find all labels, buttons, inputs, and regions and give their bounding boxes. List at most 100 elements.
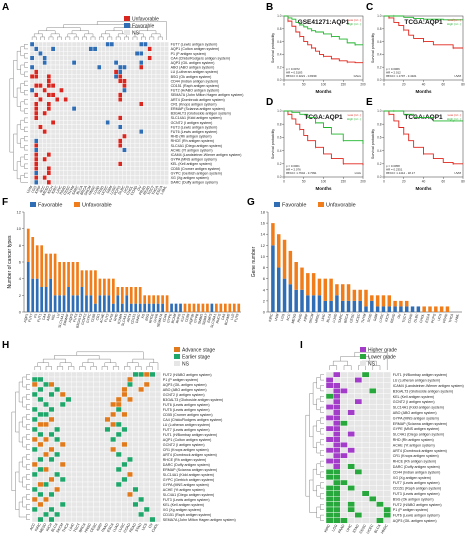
heatmap-cell bbox=[104, 461, 111, 468]
bar-unfavorable bbox=[112, 278, 115, 304]
heatmap-cell bbox=[31, 371, 38, 378]
y-tick-label: 4 bbox=[19, 276, 22, 281]
heatmap-cell bbox=[46, 133, 52, 139]
heatmap-cell bbox=[88, 87, 94, 93]
heatmap-cell bbox=[88, 64, 94, 70]
heatmap-cell bbox=[126, 87, 131, 93]
heatmap-cell bbox=[37, 516, 44, 523]
heatmap-row-label: ACHE (Yt antigen system) bbox=[171, 148, 213, 152]
heatmap-col-label: KICH bbox=[45, 522, 53, 532]
heatmap-row-label: AQP3 (GIL antigen system) bbox=[393, 519, 437, 523]
heatmap-cell bbox=[43, 381, 50, 388]
heatmap-cell bbox=[76, 426, 83, 433]
heatmap-cell bbox=[46, 55, 52, 61]
heatmap-cell bbox=[29, 161, 35, 167]
x-tick-label: 0 bbox=[383, 83, 385, 87]
heatmap-cell bbox=[63, 110, 68, 116]
heatmap-cell bbox=[154, 496, 161, 503]
legend-low: Low (n=..) bbox=[348, 113, 361, 117]
bar-unfavorable bbox=[364, 289, 368, 307]
heatmap-cell bbox=[138, 461, 145, 468]
heatmap-cell bbox=[138, 74, 144, 80]
heatmap-cell bbox=[105, 110, 110, 116]
bar-unfavorable bbox=[329, 278, 333, 301]
heatmap-cell bbox=[340, 377, 348, 384]
heatmap-cell bbox=[151, 74, 157, 80]
heatmap-cell bbox=[93, 436, 100, 443]
heatmap-cell bbox=[132, 396, 139, 403]
heatmap-cell bbox=[101, 69, 106, 75]
heatmap-cell bbox=[46, 115, 52, 121]
heatmap-cell bbox=[34, 60, 39, 66]
bar-unfavorable bbox=[62, 262, 66, 296]
heatmap-cell bbox=[126, 110, 131, 116]
heatmap-cell bbox=[34, 101, 39, 107]
heatmap-cell bbox=[84, 156, 89, 162]
heatmap-cell bbox=[50, 87, 56, 93]
heatmap-cell bbox=[138, 391, 145, 398]
heatmap-cell bbox=[132, 436, 139, 443]
heatmap-cell bbox=[29, 119, 35, 125]
heatmap-cell bbox=[340, 501, 348, 508]
bar-unfavorable bbox=[223, 303, 227, 312]
heatmap-cell bbox=[143, 511, 150, 518]
dendrogram-branch bbox=[22, 436, 27, 448]
heatmap-cell bbox=[42, 83, 47, 89]
heatmap-cell bbox=[80, 64, 85, 70]
heatmap-cell bbox=[354, 474, 363, 481]
heatmap-cell bbox=[368, 517, 377, 524]
heatmap-cell bbox=[132, 391, 139, 398]
heatmap-cell bbox=[109, 152, 115, 158]
heatmap-row-label: GCNT2 (I antigen system) bbox=[163, 443, 205, 447]
heatmap-cell bbox=[126, 46, 131, 52]
x-tick-label: RHD bbox=[113, 313, 119, 322]
heatmap-cell bbox=[361, 414, 370, 421]
heatmap-cell bbox=[340, 414, 348, 421]
heatmap-cell bbox=[143, 74, 148, 80]
bar-favorable bbox=[156, 303, 160, 312]
heatmap-cell bbox=[48, 451, 55, 458]
heatmap-cell bbox=[104, 416, 111, 423]
dendrogram-branch bbox=[354, 351, 388, 370]
heatmap-cell bbox=[82, 516, 89, 523]
heatmap-cell bbox=[105, 147, 110, 153]
heatmap-cell bbox=[121, 391, 128, 398]
x-tick-label: FUT1 bbox=[37, 313, 43, 322]
heatmap-cell bbox=[67, 64, 73, 70]
heatmap-cell bbox=[29, 87, 35, 93]
heatmap-col-label: SARC bbox=[71, 185, 80, 196]
heatmap-cell bbox=[93, 381, 100, 388]
x-tick-label: 20 bbox=[402, 180, 406, 184]
dendrogram-branch bbox=[31, 36, 37, 40]
heatmap-cell bbox=[376, 382, 384, 389]
heatmap-cell bbox=[122, 46, 127, 52]
dendrogram-branch bbox=[329, 365, 338, 370]
x-tick-label: GYPA bbox=[153, 313, 159, 324]
bar-unfavorable bbox=[317, 278, 322, 296]
heatmap-cell bbox=[84, 60, 89, 66]
heatmap-cell bbox=[143, 491, 150, 498]
heatmap-cell bbox=[132, 376, 139, 383]
heatmap-cell bbox=[67, 41, 73, 47]
heatmap-cell bbox=[143, 386, 150, 393]
dendrogram-left bbox=[9, 44, 28, 183]
heatmap-cell bbox=[164, 69, 169, 75]
dendrogram-branch bbox=[63, 24, 132, 28]
heatmap-cell bbox=[63, 51, 68, 57]
heatmap-cell bbox=[48, 416, 55, 423]
heatmap-cell bbox=[50, 124, 56, 130]
x-tick-label: CA5 bbox=[221, 313, 227, 321]
x-tick-label: SLC29A1 bbox=[210, 313, 218, 328]
heatmap-cell bbox=[147, 124, 153, 130]
heatmap-cell bbox=[325, 420, 334, 427]
heatmap-cell bbox=[333, 474, 341, 481]
legend-swatch bbox=[360, 347, 366, 352]
heatmap-cell bbox=[138, 426, 145, 433]
heatmap-cell bbox=[368, 506, 377, 513]
heatmap-cell bbox=[80, 152, 85, 158]
heatmap-cell bbox=[383, 393, 391, 400]
heatmap-cell bbox=[104, 446, 111, 453]
heatmap-cell bbox=[340, 393, 348, 400]
x-tick-label: UCEC bbox=[355, 313, 361, 324]
